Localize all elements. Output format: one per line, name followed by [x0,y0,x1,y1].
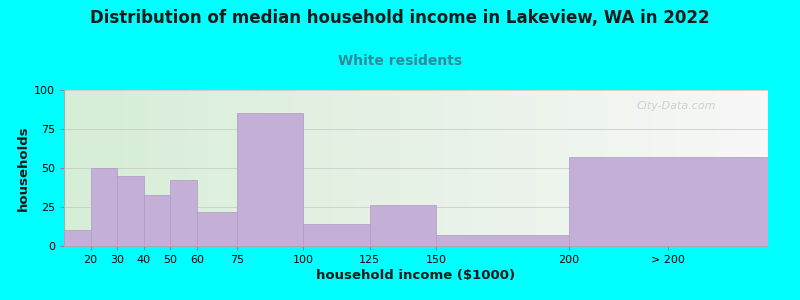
Bar [170,181,197,246]
X-axis label: household income ($1000): household income ($1000) [317,269,515,282]
Bar [64,230,90,246]
Bar [370,206,436,246]
Text: Distribution of median household income in Lakeview, WA in 2022: Distribution of median household income … [90,9,710,27]
Bar [569,157,768,246]
Bar [144,194,170,246]
Bar [303,224,370,246]
Text: White residents: White residents [338,54,462,68]
Y-axis label: households: households [17,125,30,211]
Bar [237,113,303,246]
Bar [436,235,569,246]
Bar [197,212,237,246]
Bar [90,168,117,246]
Bar [117,176,144,246]
Text: City-Data.com: City-Data.com [637,101,716,111]
